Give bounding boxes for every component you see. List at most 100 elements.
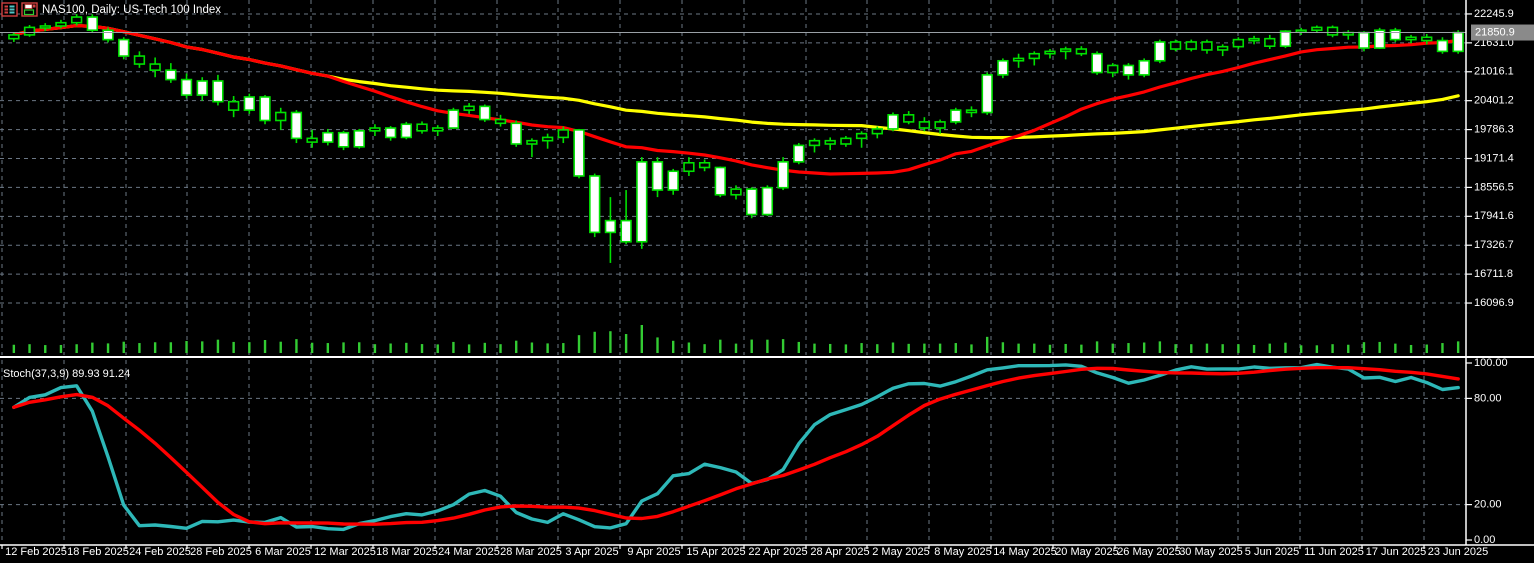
price-axis-label: 22245.9: [1474, 8, 1514, 20]
stoch-axis-label: 80.00: [1474, 392, 1502, 404]
candle-body: [118, 38, 130, 57]
price-axis-label: 16711.8: [1474, 268, 1513, 280]
candle-body: [573, 129, 585, 177]
candle-body: [1028, 52, 1040, 60]
candle-body: [212, 80, 224, 103]
current-price-tag-label: 21850.9: [1475, 26, 1515, 38]
date-axis-label: 28 Feb 2025: [190, 546, 252, 558]
candle-body: [934, 121, 946, 129]
date-axis[interactable]: 12 Feb 2025 18 Feb 2025 24 Feb 2025 28 Feb …: [1, 545, 1488, 558]
stochastic-axis[interactable]: 100.00 80.00 20.00 0.00: [1466, 357, 1508, 546]
candle-body: [903, 114, 915, 123]
date-axis-label: 28 Apr 2025: [810, 546, 869, 558]
date-axis-label: 8 May 2025: [934, 546, 991, 558]
price-axis-label: 18556.5: [1474, 181, 1514, 193]
candle-body: [227, 100, 240, 111]
date-axis-label: 15 Apr 2025: [686, 546, 745, 558]
data-window-icon[interactable]: [1, 2, 18, 17]
price-axis-label: 19786.3: [1474, 123, 1514, 135]
candle-body: [1185, 41, 1197, 50]
candle-body: [1405, 36, 1417, 41]
date-axis-label: 24 Feb 2025: [129, 546, 191, 558]
candle-body: [1154, 41, 1166, 62]
candle-body: [1012, 57, 1025, 62]
candle-body: [604, 219, 617, 234]
candle-body: [698, 161, 711, 169]
candle-body: [840, 137, 852, 145]
price-axis-label: 17941.6: [1474, 210, 1514, 222]
candle-body: [1279, 30, 1292, 47]
candle-body: [1373, 29, 1386, 49]
candle-body: [275, 111, 287, 122]
date-axis-label: 24 Mar 2025: [438, 546, 500, 558]
candle-body: [541, 136, 554, 142]
candle-body: [526, 139, 538, 145]
candle-body: [149, 63, 161, 71]
candle-body: [1217, 45, 1229, 51]
candle-body: [620, 219, 632, 243]
candle-body: [667, 170, 679, 191]
price-axis-label: 20401.2: [1474, 95, 1514, 107]
candle-body: [1122, 64, 1135, 76]
stoch-axis-label: 20.00: [1474, 499, 1502, 511]
candle-body: [855, 132, 868, 140]
candle-body: [510, 122, 522, 145]
candle-body: [463, 105, 475, 111]
candle-body: [1326, 26, 1339, 36]
candle-body: [887, 114, 899, 130]
candle-body: [950, 109, 962, 123]
candlestick-series: [8, 13, 1464, 263]
stoch-axis-label: 0.00: [1474, 534, 1495, 546]
current-price-tag: 21850.9: [1471, 24, 1534, 41]
candle-body: [259, 96, 271, 122]
date-axis-label: 30 May 2025: [1179, 546, 1243, 558]
candle-body: [243, 96, 255, 111]
candle-body: [322, 131, 334, 143]
candle-body: [1264, 37, 1276, 47]
current-price-tag-bg: [1471, 24, 1534, 41]
indicator-label: Stoch(37,3,9) 89.93 91.24: [3, 368, 130, 380]
date-axis-label: 12 Feb 2025: [5, 546, 67, 558]
candle-body: [1232, 38, 1245, 48]
date-axis-label: 2 May 2025: [872, 546, 929, 558]
candle-body: [1358, 31, 1370, 49]
candle-body: [1075, 48, 1088, 55]
date-axis-label: 3 Apr 2025: [565, 546, 618, 558]
ma-fast-line: [12, 24, 1460, 176]
candle-body: [1169, 41, 1182, 50]
candle-body: [824, 139, 836, 145]
pane-separator: [0, 0, 1534, 546]
candle-body: [353, 130, 365, 148]
candle-body: [589, 175, 601, 234]
candle-body: [39, 25, 51, 29]
candle-body: [793, 144, 805, 163]
grid-lines: [0, 0, 1466, 543]
candle-body: [1107, 64, 1119, 74]
candle-body: [23, 26, 36, 36]
candle-body: [180, 78, 193, 96]
candle-body: [1248, 37, 1260, 42]
candle-body: [1421, 36, 1433, 42]
candle-body: [55, 21, 67, 27]
ma-fast-path: [12, 24, 1460, 176]
candle-body: [636, 161, 648, 243]
candle-body: [306, 137, 318, 143]
candle-body: [196, 80, 208, 96]
save-template-icon[interactable]: [21, 2, 38, 17]
stoch-d-path: [12, 366, 1460, 526]
candle-body: [1295, 29, 1307, 34]
candle-body: [1044, 50, 1056, 55]
date-axis-label: 11 Jun 2025: [1304, 546, 1364, 558]
price-axis-label: 21016.1: [1474, 66, 1514, 78]
candle-body: [479, 105, 491, 121]
candle-body: [730, 188, 742, 196]
volume-bars: [12, 325, 1460, 353]
date-axis-label: 14 May 2025: [993, 546, 1057, 558]
candle-body: [1436, 39, 1449, 53]
price-axis[interactable]: 22245.921631.021016.120401.219786.319171…: [1466, 8, 1514, 309]
candle-body: [651, 161, 664, 191]
candle-body: [1311, 26, 1323, 32]
